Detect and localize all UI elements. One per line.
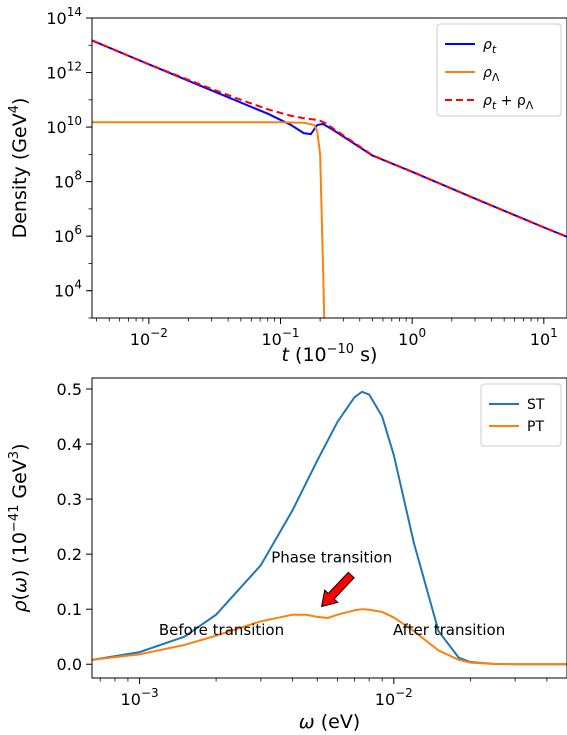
x-tick-label: 10−1 <box>261 326 299 349</box>
y-tick-label: 104 <box>54 278 82 301</box>
y-tick-label: 106 <box>54 223 82 246</box>
legend-label: PT <box>527 419 544 435</box>
x-tick-label: 10−2 <box>130 326 168 349</box>
legend-label: ρΛ <box>483 65 500 84</box>
annotation-2: Before transition <box>159 621 284 639</box>
y-tick-label: 1014 <box>46 5 82 28</box>
x-tick-label: 101 <box>530 326 558 349</box>
legend-box <box>480 383 562 447</box>
legend-label: ST <box>527 397 545 413</box>
y-tick-label: 108 <box>54 169 82 192</box>
x-tick-label: 100 <box>398 326 426 349</box>
y-tick-label: 0.4 <box>57 435 82 454</box>
y-tick-label: 0.2 <box>57 545 82 564</box>
y-axis-label: ρ(ω) (10−41 GeV3) <box>7 443 31 612</box>
plot-area <box>92 390 567 666</box>
legend-box <box>436 23 562 117</box>
axes-frame <box>91 377 567 679</box>
legend-label: ρt + ρΛ <box>483 93 534 112</box>
y-axis-label: Density (GeV4) <box>7 98 31 239</box>
series-line-2 <box>92 608 567 666</box>
y-tick-label: 0.5 <box>57 380 82 399</box>
x-tick-label: 10−2 <box>375 686 413 709</box>
series-line-2 <box>92 121 326 318</box>
phase-transition-arrow <box>320 571 355 608</box>
chart-panel-2: 10−3 10−2 0.0 0.1 0.2 0.3 0.4 0.5 Phase transiti… <box>7 377 567 733</box>
series-line-3 <box>92 39 567 238</box>
chart-panel-1: 10−2 10−1 100 101104106108101010121014ρtρΛρ… <box>7 5 567 366</box>
y-tick-label: 0.0 <box>57 655 82 674</box>
annotation-3: After transition <box>393 621 505 639</box>
y-tick-label: 1010 <box>46 114 82 137</box>
y-tick-label: 0.3 <box>57 490 82 509</box>
legend: ρt ρΛ ρt + ρΛ <box>436 23 562 117</box>
axes-frame <box>91 17 567 319</box>
x-tick-label: 10−3 <box>121 686 159 709</box>
plot-area <box>92 39 567 318</box>
y-tick-label: 0.1 <box>57 600 82 619</box>
y-tick-label: 1012 <box>46 60 82 83</box>
legend-label: ρt <box>483 37 497 56</box>
x-axis-label: t (10−10 s) <box>282 342 378 366</box>
annotation-1: Phase transition <box>271 548 392 566</box>
series-line-1 <box>92 39 567 238</box>
legend: ST PT <box>480 383 562 447</box>
x-axis-label: ω (eV) <box>299 711 360 733</box>
